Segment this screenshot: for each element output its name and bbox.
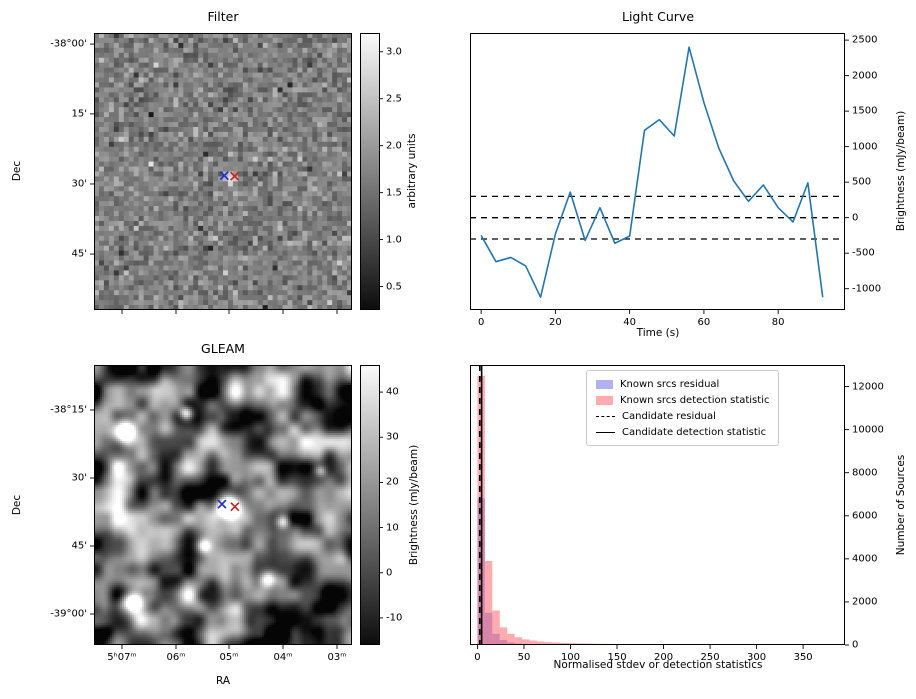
light-curve-ylabel: Brightness (mJy/beam) [895,110,907,232]
tick-label: 0 [852,212,859,224]
tick-label: 12000 [852,381,884,393]
tick-label: -500 [852,247,875,259]
tick-label: 2.0 [386,140,402,152]
tick-label: 80 [771,317,785,328]
tick-label: 60 [697,317,711,328]
filter-title: Filter [207,9,239,24]
histogram-ylabel: Number of Sources [895,454,907,556]
tick-label: 15' [71,108,87,120]
histogram-legend: Known srcs residual Known srcs detection… [586,370,780,446]
tick-label: 2000 [852,596,878,608]
tick-label: 4000 [852,553,878,565]
legend-solid-line-icon [596,431,615,433]
tick-label: 30 [386,431,399,443]
tick-label: 0 [477,317,485,328]
tick-label: 20 [549,317,562,328]
tick-label: 50 [517,652,531,663]
gleam-colorbar-label: Brightness (mJy/beam) [408,444,420,566]
tick-label: -1000 [852,283,882,295]
tick-label: 2.5 [386,93,402,105]
tick-label: 30' [71,178,87,190]
tick-label: 45' [71,248,87,260]
legend-swatch-known-residual [596,379,613,389]
tick-label: 30' [71,472,87,484]
legend-label-known-residual: Known srcs residual [620,378,720,390]
tick-label: 10000 [852,424,884,436]
gleam-ylabel: Dec [11,494,23,516]
tick-label: 20 [386,476,399,488]
filter-ylabel: Dec [11,160,23,182]
histogram-xlabel: Normalised stdev or detection statistics [553,659,763,671]
filter-colorbar-label: arbitrary units [406,133,418,209]
tick-label: 8000 [852,467,878,479]
tick-label: 2000 [852,70,878,82]
tick-label: -38°00' [50,38,87,50]
legend-row: Known srcs residual [596,376,769,392]
tick-label: 03ᵐ [327,652,347,663]
tick-label: 500 [852,176,872,188]
filter-heatmap [94,33,352,310]
tick-label: 40 [623,317,637,328]
tick-label: -10 [386,612,403,624]
tick-label: 06ᵐ [166,652,186,663]
tick-label: 45' [71,540,87,552]
gleam-xlabel: RA [215,675,231,687]
tick-label: 10 [386,522,399,534]
filter-colorbar [360,33,380,310]
legend-dashed-line-icon [596,415,615,417]
gleam-colorbar [360,365,380,645]
tick-label: 1000 [852,141,878,153]
tick-label: 2500 [852,34,878,46]
tick-label: 0 [474,652,481,663]
light-curve-xlabel: Time (s) [636,327,680,339]
tick-label: 40 [386,386,399,398]
gleam-heatmap [94,365,352,645]
tick-label: 1500 [852,105,878,117]
tick-label: 350 [793,652,813,663]
tick-label: -38°15' [50,404,87,416]
legend-row: Known srcs detection statistic [596,392,769,408]
tick-label: 1.0 [386,234,402,246]
tick-label: 0 [852,639,859,651]
tick-label: 04ᵐ [273,652,293,663]
tick-label: 1.5 [386,187,402,199]
legend-label-candidate-residual: Candidate residual [622,410,716,422]
tick-label: 0 [386,567,393,579]
legend-row: Candidate residual [596,408,769,424]
tick-label: 6000 [852,510,878,522]
tick-label: -39°00' [50,608,87,620]
legend-row: Candidate detection statistic [596,424,769,440]
tick-label: 5ʰ07ᵐ [107,652,137,663]
light-curve-plot [470,33,845,310]
tick-label: 0.5 [386,281,402,293]
gleam-title: GLEAM [201,341,245,356]
light-curve-title: Light Curve [621,9,695,24]
legend-label-known-detection: Known srcs detection statistic [620,394,770,406]
tick-label: 05ᵐ [219,652,239,663]
legend-swatch-known-detection [596,395,613,405]
legend-label-candidate-detection: Candidate detection statistic [622,426,767,438]
tick-label: 3.0 [386,46,402,58]
